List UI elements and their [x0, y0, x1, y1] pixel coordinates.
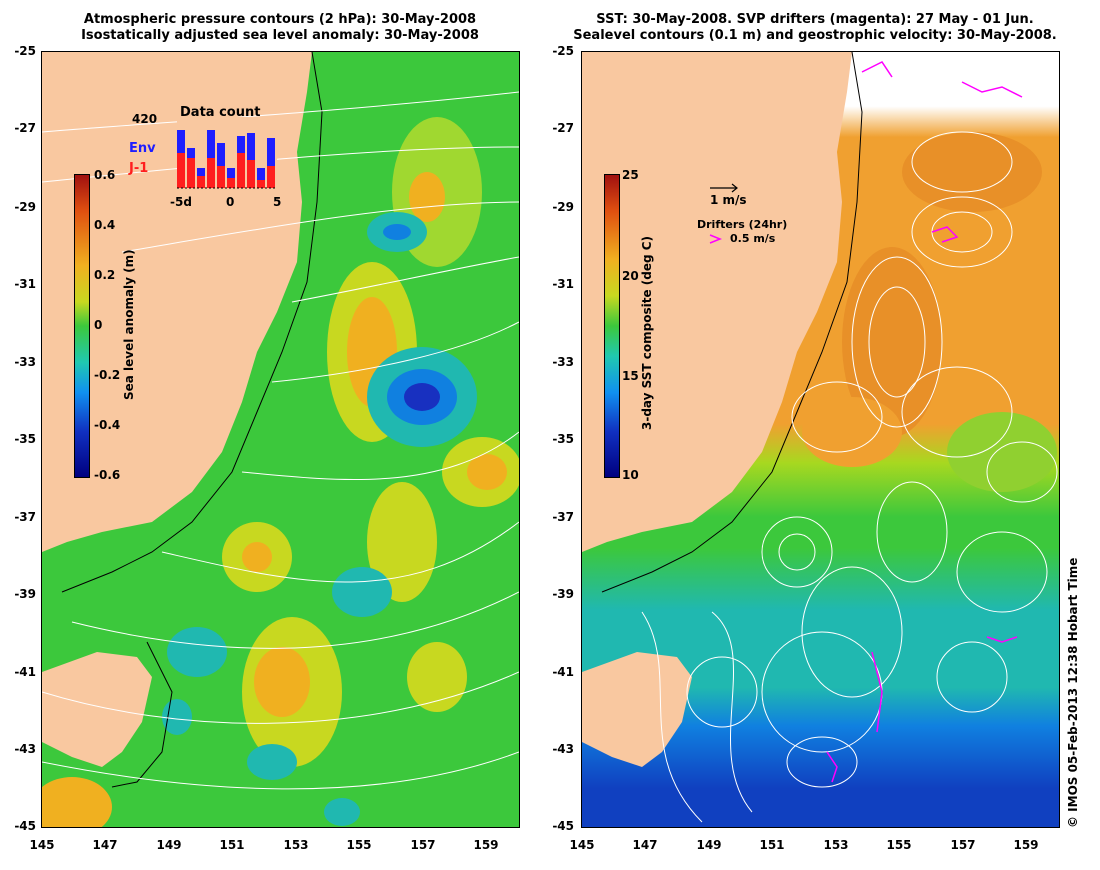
- data-count-max-label: 420: [132, 112, 158, 126]
- left-ytick-41: -41: [14, 665, 36, 679]
- left-xtick-145: 145: [29, 838, 55, 852]
- right-ytick-35: -35: [552, 432, 574, 446]
- drifters-key-label: 0.5 m/s: [730, 232, 776, 245]
- sla-colorbar: [74, 174, 90, 478]
- sst-cbar-tick-10: 10: [622, 468, 639, 482]
- left-xtick-151: 151: [219, 838, 245, 852]
- right-ytick-31: -31: [552, 277, 574, 291]
- j1-bar: [197, 176, 205, 188]
- right-ytick-33: -33: [552, 355, 574, 369]
- left-ytick-29: -29: [14, 200, 36, 214]
- left-ytick-33: -33: [14, 355, 36, 369]
- left-ytick-25: -25: [14, 44, 36, 58]
- right-xtick-155: 155: [886, 838, 912, 852]
- right-xtick-153: 153: [823, 838, 849, 852]
- sst-cbar-tick-20: 20: [622, 269, 639, 283]
- sla-colorbar-label: Sea level anomaly (m): [122, 249, 136, 400]
- sst-map-graphic: [582, 52, 1058, 823]
- sla-cbar-tick-neg0.6: -0.6: [94, 468, 121, 482]
- env-bar: [257, 168, 265, 188]
- sla-cbar-tick-0.6: 0.6: [94, 168, 116, 182]
- left-ytick-27: -27: [14, 121, 36, 135]
- j1-bar: [257, 180, 265, 188]
- velocity-key-label: 1 m/s: [710, 193, 747, 207]
- j1-bar: [207, 158, 215, 188]
- data-count-xtick-5: 5: [273, 195, 282, 209]
- right-ytick-25: -25: [552, 44, 574, 58]
- j1-bar: [217, 166, 225, 188]
- right-ytick-37: -37: [552, 510, 574, 524]
- right-xtick-157: 157: [950, 838, 976, 852]
- left-title-line2: Isostatically adjusted sea level anomaly…: [81, 28, 479, 43]
- legend-j1: J-1: [129, 161, 149, 176]
- left-xtick-147: 147: [92, 838, 118, 852]
- left-ytick-37: -37: [14, 510, 36, 524]
- right-ytick-39: -39: [552, 587, 574, 601]
- left-xtick-159: 159: [473, 838, 499, 852]
- sla-cbar-tick-neg0.2: -0.2: [94, 368, 121, 382]
- left-ytick-43: -43: [14, 742, 36, 756]
- right-ytick-27: -27: [552, 121, 574, 135]
- right-ytick-45: -45: [552, 819, 574, 833]
- left-ytick-39: -39: [14, 587, 36, 601]
- left-xtick-155: 155: [346, 838, 372, 852]
- data-count-bars: [177, 130, 277, 189]
- data-count-xtick-0: 0: [226, 195, 235, 209]
- sst-colorbar: [604, 174, 620, 478]
- env-bar: [217, 143, 225, 188]
- right-xtick-147: 147: [632, 838, 658, 852]
- left-ytick-31: -31: [14, 277, 36, 291]
- j1-bar: [237, 153, 245, 188]
- right-ytick-29: -29: [552, 200, 574, 214]
- sst-cbar-tick-15: 15: [622, 369, 639, 383]
- right-title-line1: SST: 30-May-2008. SVP drifters (magenta)…: [596, 12, 1034, 27]
- left-xtick-149: 149: [156, 838, 182, 852]
- env-bar: [267, 138, 275, 188]
- right-xtick-145: 145: [569, 838, 595, 852]
- sla-cbar-tick-0.4: 0.4: [94, 218, 116, 232]
- right-ytick-41: -41: [552, 665, 574, 679]
- sst-colorbar-label: 3-day SST composite (deg C): [640, 235, 654, 430]
- sea-level-anomaly-map: 420 Data count Env J-1 -5d 0 5: [41, 51, 520, 828]
- left-ytick-45: -45: [14, 819, 36, 833]
- sst-map: 1 m/s Drifters (24hr) 0.5 m/s: [581, 51, 1060, 828]
- right-xtick-151: 151: [759, 838, 785, 852]
- sla-cbar-tick-0.2: 0.2: [94, 268, 116, 282]
- left-ytick-35: -35: [14, 432, 36, 446]
- data-count-xtick-neg5: -5d: [170, 195, 192, 209]
- left-title-line1: Atmospheric pressure contours (2 hPa): 3…: [83, 12, 477, 27]
- right-ytick-43: -43: [552, 742, 574, 756]
- j1-bar: [177, 153, 185, 188]
- imos-credit: © IMOS 05-Feb-2013 12:38 Hobart Time: [1066, 557, 1080, 828]
- j1-bar: [187, 158, 195, 188]
- data-count-title: Data count: [180, 105, 261, 120]
- sla-cbar-tick-neg0.4: -0.4: [94, 418, 121, 432]
- left-xtick-157: 157: [410, 838, 436, 852]
- j1-bar: [247, 160, 255, 188]
- j1-bar: [227, 178, 235, 188]
- legend-env: Env: [129, 141, 156, 156]
- sst-cbar-tick-25: 25: [622, 168, 639, 182]
- drifters-title: Drifters (24hr): [697, 218, 788, 231]
- right-title-line2: Sealevel contours (0.1 m) and geostrophi…: [573, 28, 1057, 43]
- right-xtick-149: 149: [696, 838, 722, 852]
- right-xtick-159: 159: [1013, 838, 1039, 852]
- left-xtick-153: 153: [283, 838, 309, 852]
- sla-cbar-tick-0: 0: [94, 318, 103, 332]
- j1-bar: [267, 166, 275, 188]
